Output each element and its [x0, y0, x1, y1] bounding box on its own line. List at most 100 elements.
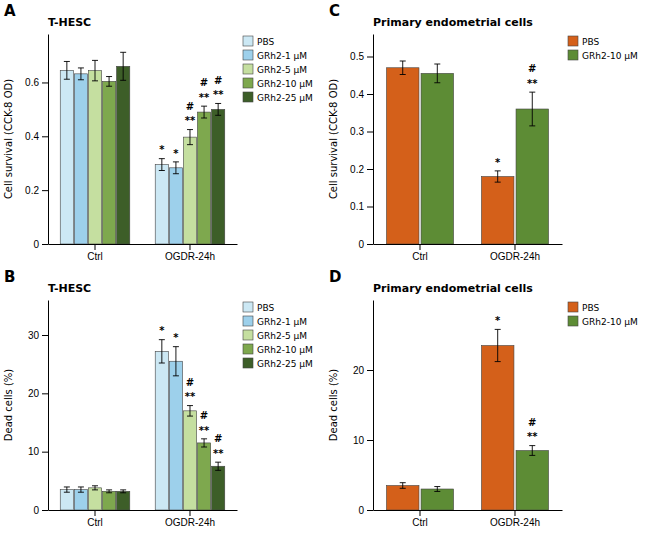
series: [421, 446, 548, 510]
x-tick-mark: [189, 244, 190, 250]
legend-label: GRh2-5 μM: [257, 65, 307, 75]
y-tick: 0: [33, 239, 48, 250]
y-tick: 0: [33, 505, 48, 516]
annotation: **: [199, 92, 210, 103]
bar: [60, 70, 73, 244]
annotation: *: [159, 325, 165, 336]
bar: [421, 489, 454, 510]
y-tick: 0.2: [25, 185, 48, 196]
legend-label: GRh2-10 μM: [257, 345, 313, 355]
y-tick-label: 0.6: [25, 77, 39, 88]
legend-item: GRh2-1 μM: [243, 316, 307, 327]
y-tick-mark: [42, 452, 48, 453]
y-axis-line: [373, 35, 374, 245]
legend-label: GRh2-25 μM: [257, 359, 313, 369]
y-tick: 0.4: [350, 89, 373, 100]
bar: [117, 66, 130, 244]
y-tick-label: 0.4: [25, 131, 39, 142]
y-tick-mark: [42, 136, 48, 137]
x-tick-label: OGDR-24h: [490, 517, 540, 528]
y-axis-line: [373, 301, 374, 511]
y-tick-label: 0.2: [350, 164, 364, 175]
y-tick-label: 0.2: [25, 185, 39, 196]
series: [117, 462, 225, 510]
y-tick: 0: [358, 239, 373, 250]
annotations: ***#: [495, 315, 538, 442]
y-tick-mark: [367, 244, 373, 245]
x-tick-mark: [95, 244, 96, 250]
x-tick: OGDR-24h: [490, 510, 540, 528]
legend-item: PBS: [568, 302, 599, 313]
x-tick-mark: [95, 510, 96, 516]
y-tick-label: 0.4: [350, 89, 364, 100]
annotation: #: [200, 77, 208, 88]
marks: [60, 52, 225, 244]
error-bar: [92, 60, 98, 80]
x-axis-line: [374, 244, 563, 245]
title: T-HESC: [48, 16, 91, 29]
bar: [155, 165, 168, 244]
y-tick-label: 0.1: [350, 201, 364, 212]
title: Primary endometrial cells: [373, 16, 533, 29]
annotation: #: [214, 433, 222, 444]
title: Primary endometrial cells: [373, 282, 533, 295]
bar: [183, 137, 196, 244]
legend: PBS GRh2-10 μM: [568, 302, 638, 327]
x-tick-label: OGDR-24h: [165, 517, 215, 528]
bar: [386, 68, 419, 244]
y-tick-mark: [42, 393, 48, 394]
error-bar: [106, 77, 112, 87]
y-tick: 10: [353, 435, 373, 446]
legend-swatch: [243, 64, 253, 74]
annotation: *: [159, 144, 165, 155]
title: T-HESC: [48, 282, 91, 295]
x-axis-line: [49, 510, 238, 511]
plot-area: CtrlOGDR-24h00.20.40.6Cell survival (CCK…: [3, 35, 313, 263]
y-tick-mark: [367, 510, 373, 511]
legend-item: GRh2-5 μM: [243, 330, 307, 341]
annotation: **: [199, 425, 210, 436]
annotation: #: [528, 63, 536, 74]
bar: [155, 351, 168, 510]
error-bar: [434, 487, 440, 492]
series: [386, 329, 513, 510]
x-tick-mark: [514, 510, 515, 516]
y-tick-mark: [42, 244, 48, 245]
y-tick-mark: [367, 94, 373, 95]
y-tick-label: 10: [353, 435, 365, 446]
y-tick-mark: [42, 510, 48, 511]
y-tick-mark: [367, 169, 373, 170]
y-tick: 0: [358, 505, 373, 516]
series: [117, 52, 225, 244]
error-bar: [400, 61, 406, 75]
error-bar: [159, 340, 165, 363]
y-tick-mark: [367, 132, 373, 133]
error-bar: [92, 486, 98, 490]
error-bar: [120, 490, 126, 493]
y-axis-title: Cell survival (CCK-8 OD): [328, 79, 339, 199]
x-tick-mark: [420, 510, 421, 516]
annotation: *: [495, 315, 501, 326]
panel: DPrimary endometrial cellsCtrlOGDR-24h01…: [328, 268, 638, 528]
y-tick-label: 0: [358, 239, 364, 250]
x-axis-line: [49, 244, 238, 245]
legend-label: PBS: [582, 37, 599, 47]
series: [74, 347, 182, 510]
annotation: #: [214, 75, 222, 86]
legend-item: GRh2-1 μM: [243, 50, 307, 61]
legend-label: GRh2-1 μM: [257, 317, 307, 327]
bar: [169, 168, 182, 244]
annotation: **: [213, 448, 224, 459]
legend-item: GRh2-10 μM: [568, 316, 638, 327]
x-tick-mark: [420, 244, 421, 250]
legend-swatch: [243, 36, 253, 46]
x-tick: OGDR-24h: [165, 510, 215, 528]
legend-swatch: [243, 316, 253, 326]
y-axis: 0 0.2 0.4 0.6: [25, 35, 48, 250]
y-tick-label: 0.5: [350, 51, 364, 62]
y-axis: 0102030: [28, 301, 49, 516]
y-tick: 0.3: [350, 126, 373, 137]
bar: [197, 443, 210, 510]
plot-area: CtrlOGDR-24h00.10.20.30.40.5Cell surviva…: [328, 35, 638, 263]
legend-swatch: [243, 78, 253, 88]
